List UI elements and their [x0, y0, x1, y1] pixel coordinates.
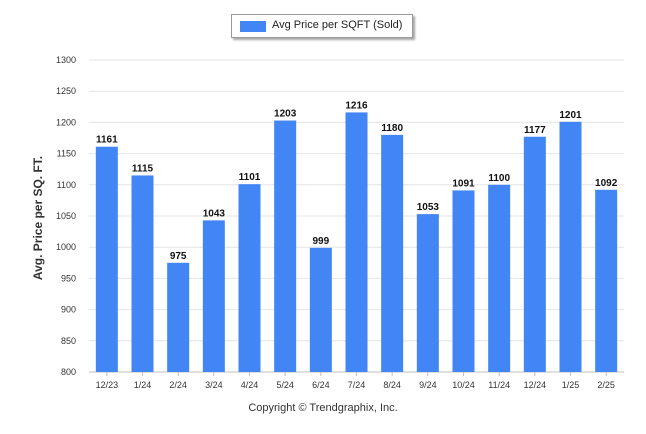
y-axis-ticks: 800 850 900 950 1000 1050 1100 1150 1200 1250 1300	[56, 55, 76, 377]
bar-value-label: 1201	[559, 110, 582, 121]
x-tick-label: 1/24	[134, 380, 152, 390]
legend-label: Avg Price per SQFT (Sold)	[272, 19, 403, 31]
bar-value-label: 1100	[488, 173, 510, 184]
bar-value-label: 1216	[345, 100, 368, 111]
bar	[309, 247, 332, 372]
legend-swatch	[240, 21, 266, 32]
bar	[559, 121, 582, 372]
x-tick-label: 6/24	[312, 380, 330, 390]
y-axis-title: Avg. Price per SQ. FT.	[31, 156, 45, 280]
bar	[131, 175, 154, 372]
y-tick-label: 1100	[57, 180, 76, 190]
bar	[95, 146, 118, 372]
x-tick-label: 10/24	[452, 380, 475, 390]
bar	[452, 190, 475, 372]
bar-value-label: 1161	[96, 135, 118, 146]
x-tick-label: 8/24	[383, 380, 401, 390]
bar-value-label: 1180	[381, 123, 403, 134]
bars	[95, 112, 618, 372]
x-tick-label: 3/24	[205, 380, 223, 390]
y-tick-label: 1250	[56, 86, 76, 96]
bar	[523, 136, 546, 372]
bar-value-label: 999	[312, 236, 329, 247]
bar-value-label: 1053	[417, 202, 440, 213]
bar-value-label: 1203	[274, 109, 297, 120]
bar-value-label: 1091	[452, 178, 475, 189]
bar	[416, 214, 439, 372]
bar	[274, 120, 297, 372]
bar	[381, 134, 404, 372]
y-tick-label: 1300	[56, 55, 76, 65]
bar	[238, 184, 261, 372]
y-tick-label: 850	[61, 336, 76, 346]
x-tick-label: 11/24	[488, 380, 510, 390]
x-tick-label: 4/24	[241, 380, 259, 390]
x-tick-label: 2/25	[597, 380, 615, 390]
bar	[202, 220, 225, 372]
bar	[595, 189, 618, 372]
bar	[345, 112, 368, 372]
copyright-text: Copyright © Trendgraphix, Inc.	[248, 402, 398, 414]
bar-value-label: 1115	[132, 163, 154, 174]
x-tick-label: 7/24	[348, 380, 366, 390]
bar-value-label: 1043	[203, 208, 226, 219]
y-tick-label: 1150	[57, 149, 76, 159]
y-tick-label: 900	[61, 305, 76, 315]
y-tick-label: 1200	[56, 117, 76, 127]
bar-value-label: 1101	[239, 172, 261, 183]
x-tick-label: 9/24	[419, 380, 437, 390]
bar-value-label: 975	[170, 251, 187, 262]
bar	[488, 184, 511, 372]
x-tick-label: 12/23	[96, 380, 119, 390]
x-tick-label: 5/24	[276, 380, 294, 390]
bar-value-label: 1092	[595, 178, 618, 189]
bar-value-label: 1177	[524, 125, 546, 136]
y-tick-label: 1050	[56, 211, 76, 221]
x-tick-label: 12/24	[524, 380, 547, 390]
y-tick-label: 1000	[56, 242, 76, 252]
bar	[167, 262, 190, 372]
x-axis-ticks: 12/23 1/24 2/24 3/24 4/24 5/24 6/24 7/24 8/24 9/2…	[96, 372, 615, 390]
y-tick-label: 800	[61, 367, 76, 377]
x-tick-label: 1/25	[562, 380, 580, 390]
y-tick-label: 950	[61, 273, 76, 283]
bar-labels: 1161 1115 975 1043 1101 1203 999 1216 1180 1053 10…	[96, 100, 618, 261]
x-tick-label: 2/24	[169, 380, 187, 390]
legend: Avg Price per SQFT (Sold)	[231, 14, 413, 38]
